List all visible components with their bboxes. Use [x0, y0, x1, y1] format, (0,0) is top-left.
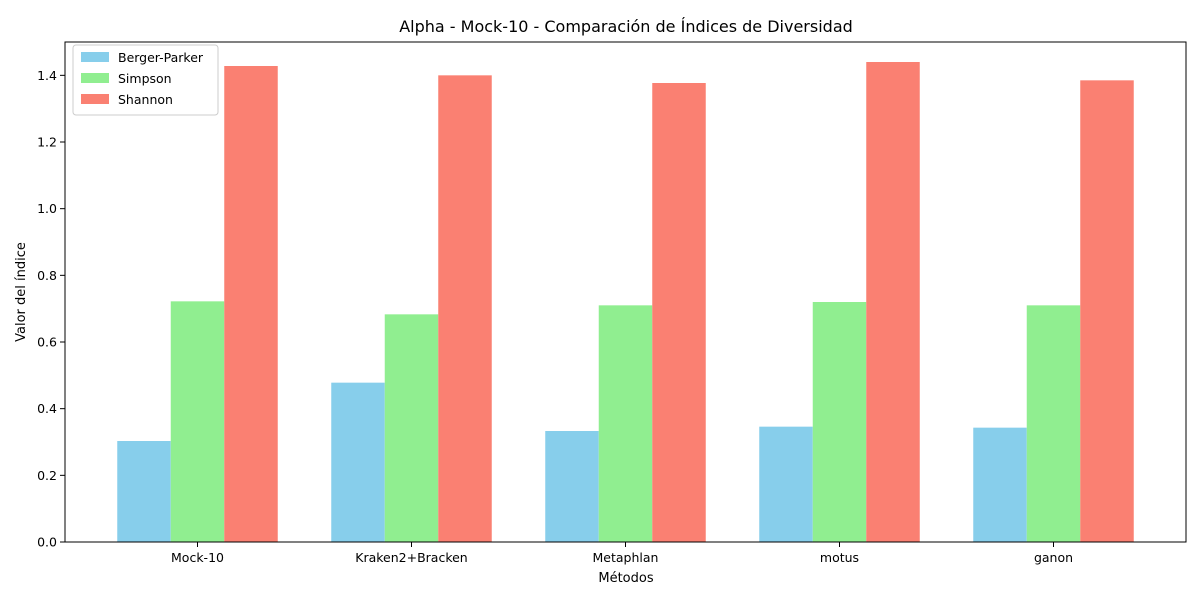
x-tick-label: Mock-10: [171, 550, 224, 565]
bar-shannon-2: [652, 83, 706, 542]
bar-berger-parker-3: [759, 426, 813, 542]
bar-simpson-1: [384, 314, 439, 542]
x-tick-label: Kraken2+Bracken: [355, 550, 467, 565]
bar-berger-parker-4: [973, 427, 1027, 542]
y-tick-label: 1.4: [37, 68, 57, 83]
y-tick-label: 0.0: [37, 535, 57, 550]
y-tick-label: 0.4: [37, 401, 57, 416]
legend-label: Simpson: [118, 71, 172, 86]
legend-swatch: [81, 94, 109, 104]
legend-swatch: [81, 73, 109, 83]
bar-berger-parker-0: [117, 441, 171, 542]
bar-simpson-2: [598, 305, 653, 542]
axes-group: 0.0 0.2 0.4 0.6 0.8 1.0 1.2 1.4 Mock-10 Kraken2+B…: [37, 41, 1187, 565]
x-tick-label: ganon: [1034, 550, 1073, 565]
y-tick-label: 1.2: [37, 135, 57, 150]
bar-shannon-3: [866, 62, 920, 542]
legend-label: Shannon: [118, 92, 173, 107]
y-tick-label: 0.2: [37, 468, 57, 483]
bar-simpson-4: [1026, 305, 1081, 542]
bar-berger-parker-1: [331, 382, 385, 542]
bar-simpson-0: [170, 301, 225, 542]
bar-shannon-0: [224, 66, 278, 542]
x-axis-label: Métodos: [598, 571, 653, 586]
x-tick-label: motus: [820, 550, 859, 565]
y-tick-label: 1.0: [37, 201, 57, 216]
legend-box: [72, 44, 219, 116]
legend-label: Berger-Parker: [118, 50, 204, 65]
bar-simpson-3: [812, 302, 867, 542]
y-tick-label: 0.6: [37, 335, 57, 350]
bar-shannon-1: [438, 75, 492, 542]
y-tick-label: 0.8: [37, 268, 57, 283]
bar-shannon-4: [1080, 80, 1134, 542]
y-axis-label: Valor del índice: [14, 242, 29, 342]
bars-group: [117, 62, 1134, 542]
bar-berger-parker-2: [545, 431, 599, 542]
x-tick-label: Metaphlan: [593, 550, 659, 565]
chart-title: Alpha - Mock-10 - Comparación de Índices…: [399, 17, 853, 36]
legend: Berger-Parker Simpson Shannon: [72, 44, 219, 116]
legend-swatch: [81, 52, 109, 62]
